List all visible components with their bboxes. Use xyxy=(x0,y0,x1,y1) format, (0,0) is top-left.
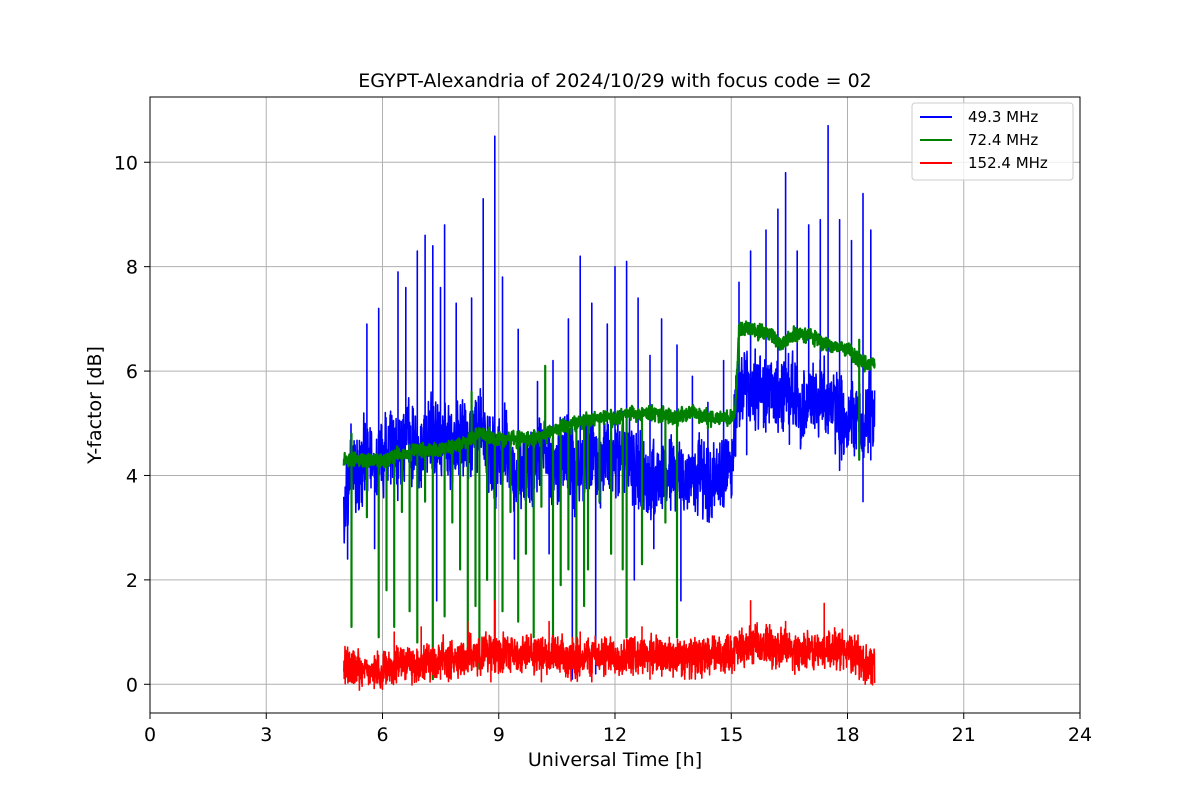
y-axis-label: Y-factor [dB] xyxy=(84,346,106,465)
x-tick-label: 21 xyxy=(952,724,976,746)
legend-box xyxy=(911,102,1074,181)
x-tick-label: 15 xyxy=(719,724,743,746)
legend: 49.3 MHz 72.4 MHz 152.4 MHz xyxy=(911,102,1074,181)
chart-title: EGYPT-Alexandria of 2024/10/29 with focu… xyxy=(358,70,872,92)
x-tick-label: 6 xyxy=(376,724,388,746)
y-tick-label: 2 xyxy=(126,570,138,592)
series-line-152-4-mhz xyxy=(343,600,876,691)
series-line-49-3-mhz xyxy=(343,124,876,680)
y-tick-label: 4 xyxy=(126,465,138,487)
x-tick-label: 12 xyxy=(603,724,627,746)
x-tick-label: 24 xyxy=(1068,724,1092,746)
x-tick-label: 0 xyxy=(144,724,156,746)
x-axis: 0 3 6 9 12 15 18 21 24 xyxy=(144,713,1092,746)
plot-area xyxy=(342,124,876,691)
x-axis-label: Universal Time [h] xyxy=(528,749,702,771)
series-line-72-4-mhz xyxy=(342,320,876,681)
y-axis: 0 2 4 6 8 10 xyxy=(114,152,150,696)
legend-label: 152.4 MHz xyxy=(968,154,1048,172)
y-tick-label: 10 xyxy=(114,152,138,174)
x-tick-label: 18 xyxy=(835,724,859,746)
x-tick-label: 3 xyxy=(260,724,272,746)
y-tick-label: 8 xyxy=(126,257,138,279)
legend-label: 72.4 MHz xyxy=(968,131,1038,149)
y-tick-label: 0 xyxy=(126,674,138,696)
legend-label: 49.3 MHz xyxy=(968,108,1038,126)
y-tick-label: 6 xyxy=(126,361,138,383)
x-tick-label: 9 xyxy=(493,724,505,746)
